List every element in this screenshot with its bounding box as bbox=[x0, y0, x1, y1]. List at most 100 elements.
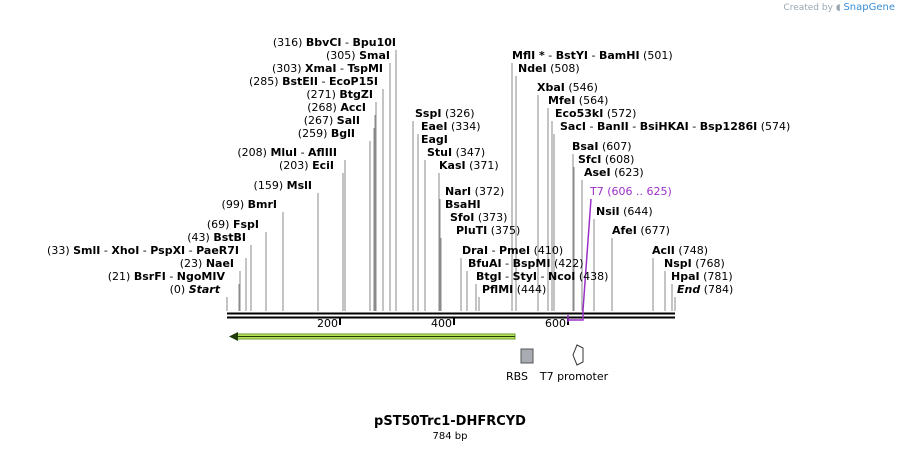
enzyme-name[interactable]: TspMI bbox=[347, 62, 383, 75]
enzyme-name[interactable]: BstYI bbox=[556, 49, 588, 62]
site-label-34[interactable]: MfeI (564) bbox=[548, 94, 608, 107]
site-label-36[interactable]: SacI - BanII - BsiHKAI - Bsp1286I (574) bbox=[560, 120, 790, 133]
enzyme-name[interactable]: AseI bbox=[584, 166, 611, 179]
site-label-20[interactable]: EagI bbox=[421, 133, 448, 146]
enzyme-name[interactable]: KasI bbox=[439, 159, 466, 172]
enzyme-name[interactable]: EcoP15I bbox=[329, 75, 378, 88]
site-label-45[interactable]: HpaI (781) bbox=[671, 270, 733, 283]
enzyme-name[interactable]: Start bbox=[189, 283, 221, 296]
enzyme-name[interactable]: DraI bbox=[462, 244, 488, 257]
enzyme-name[interactable]: SfoI bbox=[450, 211, 474, 224]
site-label-31[interactable]: MflI * - BstYI - BamHI (501) bbox=[512, 49, 673, 62]
enzyme-name[interactable]: MslI bbox=[287, 179, 312, 192]
enzyme-name[interactable]: StuI bbox=[427, 146, 452, 159]
site-label-12[interactable]: (69) FspI bbox=[207, 218, 259, 231]
enzyme-name[interactable]: BsrFI bbox=[134, 270, 166, 283]
enzyme-name[interactable]: NarI bbox=[445, 185, 471, 198]
site-label-2[interactable]: (303) XmaI - TspMI bbox=[272, 62, 383, 75]
site-label-35[interactable]: Eco53kI (572) bbox=[555, 107, 636, 120]
enzyme-name[interactable]: PluTI bbox=[456, 224, 487, 237]
enzyme-name[interactable]: BstBI bbox=[213, 231, 246, 244]
enzyme-name[interactable]: NsiI bbox=[596, 205, 620, 218]
enzyme-name[interactable]: PaeR7I bbox=[196, 244, 239, 257]
site-label-37[interactable]: BsaI (607) bbox=[572, 140, 632, 153]
enzyme-name[interactable]: NcoI bbox=[548, 270, 575, 283]
site-label-29[interactable]: BtgI - StyI - NcoI (438) bbox=[476, 270, 608, 283]
enzyme-name[interactable]: NspI bbox=[664, 257, 692, 270]
site-label-38[interactable]: SfcI (608) bbox=[578, 153, 634, 166]
enzyme-name[interactable]: PflMI bbox=[482, 283, 513, 296]
site-label-17[interactable]: (0) Start bbox=[170, 283, 221, 296]
enzyme-name[interactable]: NdeI bbox=[518, 62, 547, 75]
enzyme-name[interactable]: PspXI bbox=[150, 244, 185, 257]
site-label-0[interactable]: (316) BbvCI - Bpu10I bbox=[273, 36, 396, 49]
site-label-22[interactable]: KasI (371) bbox=[439, 159, 499, 172]
enzyme-name[interactable]: BstEII bbox=[282, 75, 318, 88]
site-label-44[interactable]: NspI (768) bbox=[664, 257, 725, 270]
enzyme-name[interactable]: EaeI bbox=[421, 120, 448, 133]
site-label-10[interactable]: (159) MslI bbox=[254, 179, 312, 192]
enzyme-name[interactable]: SacI bbox=[560, 120, 586, 133]
site-label-28[interactable]: BfuAI - BspMI (422) bbox=[468, 257, 584, 270]
enzyme-name[interactable]: BsaHI bbox=[445, 198, 481, 211]
site-label-15[interactable]: (23) NaeI bbox=[180, 257, 234, 270]
enzyme-name[interactable]: EagI bbox=[421, 133, 448, 146]
enzyme-name[interactable]: BmrI bbox=[248, 198, 277, 211]
enzyme-name[interactable]: BsaI bbox=[572, 140, 598, 153]
enzyme-name[interactable]: SalI bbox=[337, 114, 360, 127]
enzyme-name[interactable]: SmlI bbox=[73, 244, 100, 257]
enzyme-name[interactable]: NaeI bbox=[206, 257, 234, 270]
enzyme-name[interactable]: EciI bbox=[312, 159, 334, 172]
site-label-3[interactable]: (285) BstEII - EcoP15I bbox=[249, 75, 378, 88]
enzyme-name[interactable]: BamHI bbox=[599, 49, 640, 62]
site-label-5[interactable]: (268) AccI bbox=[307, 101, 366, 114]
site-label-40[interactable]: T7 (606 .. 625) bbox=[589, 185, 672, 198]
site-label-30[interactable]: PflMI (444) bbox=[482, 283, 546, 296]
enzyme-name[interactable]: MfeI bbox=[548, 94, 575, 107]
site-label-41[interactable]: NsiI (644) bbox=[596, 205, 653, 218]
enzyme-name[interactable]: T7 bbox=[589, 185, 604, 198]
site-label-9[interactable]: (203) EciI bbox=[279, 159, 334, 172]
enzyme-name[interactable]: SmaI bbox=[359, 49, 390, 62]
enzyme-name[interactable]: AclI bbox=[652, 244, 675, 257]
site-label-39[interactable]: AseI (623) bbox=[584, 166, 644, 179]
enzyme-name[interactable]: FspI bbox=[233, 218, 259, 231]
enzyme-name[interactable]: XbaI bbox=[537, 81, 565, 94]
enzyme-name[interactable]: Bpu10I bbox=[353, 36, 397, 49]
site-label-25[interactable]: SfoI (373) bbox=[450, 211, 507, 224]
enzyme-name[interactable]: BfuAI bbox=[468, 257, 502, 270]
enzyme-name[interactable]: PmeI bbox=[499, 244, 530, 257]
enzyme-name[interactable]: AflIII bbox=[308, 146, 337, 159]
site-label-24[interactable]: BsaHI bbox=[445, 198, 481, 211]
site-label-32[interactable]: NdeI (508) bbox=[518, 62, 580, 75]
site-label-1[interactable]: (305) SmaI bbox=[326, 49, 390, 62]
rbs-feature[interactable]: RBS bbox=[506, 348, 534, 383]
enzyme-name[interactable]: XhoI bbox=[111, 244, 139, 257]
site-label-11[interactable]: (99) BmrI bbox=[222, 198, 277, 211]
enzyme-name[interactable]: Bsp1286I bbox=[700, 120, 758, 133]
enzyme-name[interactable]: End bbox=[677, 283, 700, 296]
enzyme-name[interactable]: MflI * bbox=[512, 49, 545, 62]
orf-arrow[interactable] bbox=[229, 332, 516, 341]
enzyme-name[interactable]: BglI bbox=[331, 127, 355, 140]
enzyme-name[interactable]: BanII bbox=[597, 120, 629, 133]
enzyme-name[interactable]: AfeI bbox=[612, 224, 637, 237]
enzyme-name[interactable]: NgoMIV bbox=[177, 270, 226, 283]
enzyme-name[interactable]: Eco53kI bbox=[555, 107, 603, 120]
enzyme-name[interactable]: AccI bbox=[340, 101, 366, 114]
site-label-43[interactable]: AclI (748) bbox=[652, 244, 708, 257]
site-label-14[interactable]: (33) SmlI - XhoI - PspXI - PaeR7I bbox=[47, 244, 239, 257]
site-label-46[interactable]: End (784) bbox=[677, 283, 733, 296]
site-label-42[interactable]: AfeI (677) bbox=[612, 224, 670, 237]
enzyme-name[interactable]: BtgZI bbox=[339, 88, 373, 101]
t7-promoter-feature[interactable]: T7 promoter bbox=[539, 344, 609, 383]
enzyme-name[interactable]: SfcI bbox=[578, 153, 601, 166]
enzyme-name[interactable]: BtgI bbox=[476, 270, 502, 283]
enzyme-name[interactable]: BspMI bbox=[513, 257, 551, 270]
site-label-27[interactable]: DraI - PmeI (410) bbox=[462, 244, 563, 257]
enzyme-name[interactable]: StyI bbox=[513, 270, 537, 283]
site-label-23[interactable]: NarI (372) bbox=[445, 185, 504, 198]
enzyme-name[interactable]: HpaI bbox=[671, 270, 700, 283]
site-label-4[interactable]: (271) BtgZI bbox=[306, 88, 373, 101]
enzyme-name[interactable]: XmaI bbox=[305, 62, 336, 75]
